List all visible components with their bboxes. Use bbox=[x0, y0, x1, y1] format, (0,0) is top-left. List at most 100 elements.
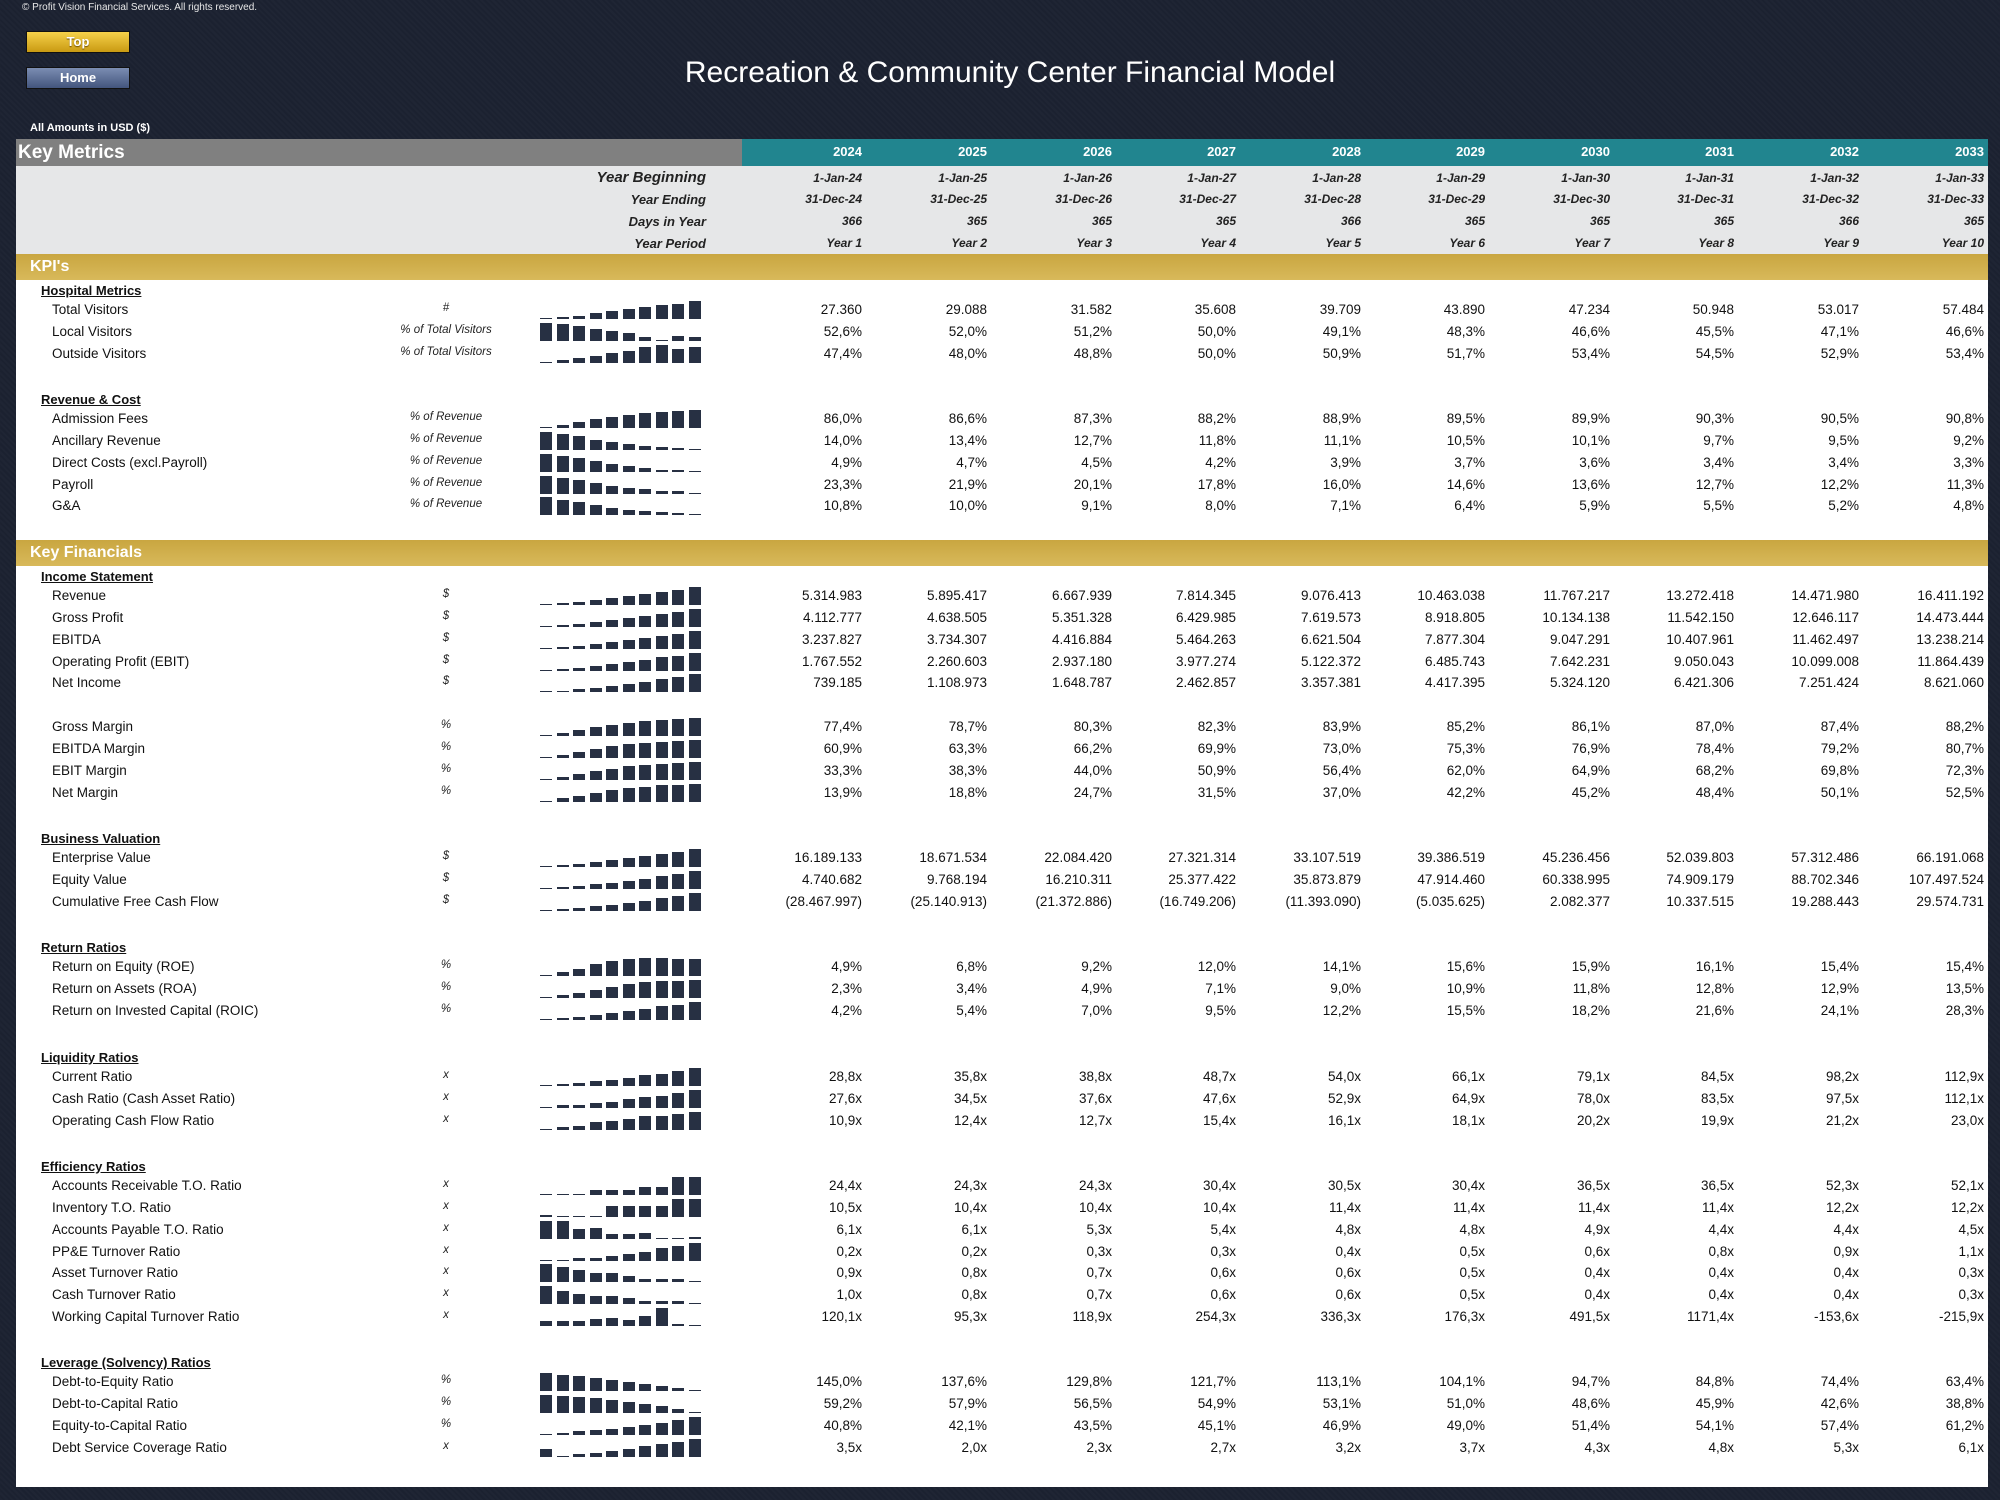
sparkline-bar bbox=[589, 600, 602, 605]
metric-value: 9,1% bbox=[1081, 498, 1112, 514]
metric-value: 12,0% bbox=[1197, 959, 1236, 974]
metric-value: 53,4% bbox=[1571, 345, 1610, 361]
metric-unit: % of Total Visitors bbox=[400, 345, 492, 358]
sparkline-bar bbox=[688, 1416, 701, 1435]
top-button[interactable]: Top bbox=[26, 31, 130, 53]
metric-value: 129,8% bbox=[1066, 1374, 1112, 1389]
metric-row: Debt-to-Equity Ratio% 145,0% 137,6% 129,8% 1… bbox=[16, 1371, 1988, 1393]
metric-value: 87,3% bbox=[1073, 411, 1112, 426]
metric-value: 62,0% bbox=[1446, 762, 1485, 778]
metric-value: 12,7% bbox=[1073, 432, 1112, 448]
metric-value: 24,4x bbox=[828, 1178, 862, 1193]
metric-value: 15,4% bbox=[1820, 959, 1859, 974]
metric-value: 4,9% bbox=[1081, 980, 1112, 996]
year-header-2031: 2031 bbox=[1705, 144, 1734, 159]
sparkline-bar bbox=[688, 761, 701, 780]
metric-unit: $ bbox=[442, 871, 450, 884]
sparkline-bar bbox=[606, 746, 618, 758]
metric-value: 48,4% bbox=[1695, 784, 1734, 800]
sparkline-bar bbox=[556, 1194, 569, 1195]
sparkline-bar bbox=[622, 414, 635, 428]
sparkline-bar bbox=[639, 982, 651, 998]
sparkline-bar bbox=[622, 1099, 635, 1108]
period-value: 31-Dec-25 bbox=[930, 192, 987, 206]
metric-value: 0,9x bbox=[836, 1265, 862, 1281]
sparkline-bar bbox=[622, 880, 635, 889]
metric-value: 10.134.138 bbox=[1542, 609, 1610, 625]
sparkline-bar bbox=[606, 1318, 618, 1327]
sparkline-bar bbox=[639, 743, 651, 758]
metric-value: 10.407.961 bbox=[1666, 631, 1734, 647]
metric-value: 66,2% bbox=[1073, 740, 1112, 756]
metric-value: 12,2x bbox=[1950, 1199, 1984, 1215]
sparkline-bar bbox=[672, 959, 684, 976]
metric-value: 7.251.424 bbox=[1798, 675, 1859, 691]
sparkline-bar bbox=[655, 657, 668, 671]
sparkline-bar bbox=[556, 324, 569, 341]
metric-value: 47,4% bbox=[823, 345, 862, 361]
sparkline-bar bbox=[540, 1264, 552, 1283]
sparkline-bar bbox=[622, 766, 635, 780]
metric-row: Debt-to-Capital Ratio% 59,2% 57,9% 56,5% 54,… bbox=[16, 1393, 1988, 1415]
metric-unit: % of Revenue bbox=[409, 476, 483, 489]
sparkline-bar bbox=[622, 596, 635, 605]
sparkline-bar bbox=[639, 489, 651, 494]
sparkline-bar bbox=[589, 687, 602, 693]
sparkline bbox=[540, 301, 710, 319]
sparkline-bar bbox=[672, 852, 684, 867]
metric-unit: $ bbox=[442, 631, 450, 644]
sparkline-bar bbox=[573, 315, 585, 319]
sparkline-bar bbox=[606, 860, 618, 867]
metric-value: 82,3% bbox=[1197, 719, 1236, 734]
metric-value: 86,1% bbox=[1571, 719, 1610, 734]
metric-value: 0,6x bbox=[1335, 1287, 1361, 1303]
period-value: 1-Jan-32 bbox=[1810, 171, 1859, 185]
sparkline-bar bbox=[540, 604, 552, 605]
metric-row: Direct Costs (excl.Payroll) % of Revenue 4… bbox=[16, 452, 1988, 474]
sparkline-bar bbox=[688, 1111, 701, 1130]
metric-value: 15,4% bbox=[1945, 959, 1984, 974]
metric-value: 6,1x bbox=[836, 1221, 862, 1237]
sparkline-bar bbox=[672, 655, 684, 671]
metric-unit: x bbox=[443, 1439, 449, 1452]
metric-unit: % of Revenue bbox=[409, 498, 483, 511]
metric-value: 78,4% bbox=[1695, 740, 1734, 756]
home-button[interactable]: Home bbox=[26, 67, 130, 89]
metric-value: 48,0% bbox=[948, 345, 987, 361]
sparkline-bar bbox=[606, 1101, 618, 1108]
sparkline bbox=[540, 431, 710, 450]
sparkline-bar bbox=[655, 1405, 668, 1413]
sparkline-bar bbox=[688, 448, 701, 450]
metric-unit: % of Total Visitors bbox=[400, 323, 492, 336]
sparkline-bar bbox=[622, 1077, 635, 1086]
sparkline-bar bbox=[655, 1095, 668, 1108]
sparkline-bar bbox=[622, 683, 635, 693]
metric-value: 38,3% bbox=[948, 762, 987, 778]
metric-row: Gross Profit $4.112.777 4.638.505 5.351.328… bbox=[16, 607, 1988, 629]
sparkline-bar bbox=[540, 1373, 552, 1391]
metric-value: 7,0% bbox=[1081, 1002, 1112, 1018]
sparkline-bar bbox=[655, 411, 668, 428]
metric-value: 84,5x bbox=[1700, 1069, 1734, 1084]
sparkline-bar bbox=[556, 455, 569, 472]
metric-value: 4,8x bbox=[1708, 1439, 1734, 1455]
sparkline-bar bbox=[606, 1399, 618, 1413]
sparkline-bar bbox=[540, 475, 552, 494]
sparkline-bar bbox=[573, 1215, 585, 1217]
metric-label: Net Margin bbox=[52, 784, 119, 800]
sparkline-bar bbox=[622, 744, 635, 758]
sparkline-bar bbox=[573, 864, 585, 867]
sparkline bbox=[540, 652, 710, 671]
sparkline bbox=[540, 1308, 710, 1327]
metric-value: 137,6% bbox=[941, 1374, 987, 1389]
sparkline-bar bbox=[540, 669, 552, 671]
period-value: 1-Jan-25 bbox=[938, 171, 987, 185]
sparkline-bar bbox=[573, 326, 585, 341]
metric-value: 56,5% bbox=[1073, 1395, 1112, 1411]
sparkline-bar bbox=[556, 499, 569, 516]
group-title: Business Valuation bbox=[41, 831, 161, 846]
sparkline-bar bbox=[639, 306, 651, 319]
sparkline-bar bbox=[622, 722, 635, 736]
group-title: Return Ratios bbox=[41, 940, 127, 955]
metric-value: 39.386.519 bbox=[1417, 850, 1485, 865]
